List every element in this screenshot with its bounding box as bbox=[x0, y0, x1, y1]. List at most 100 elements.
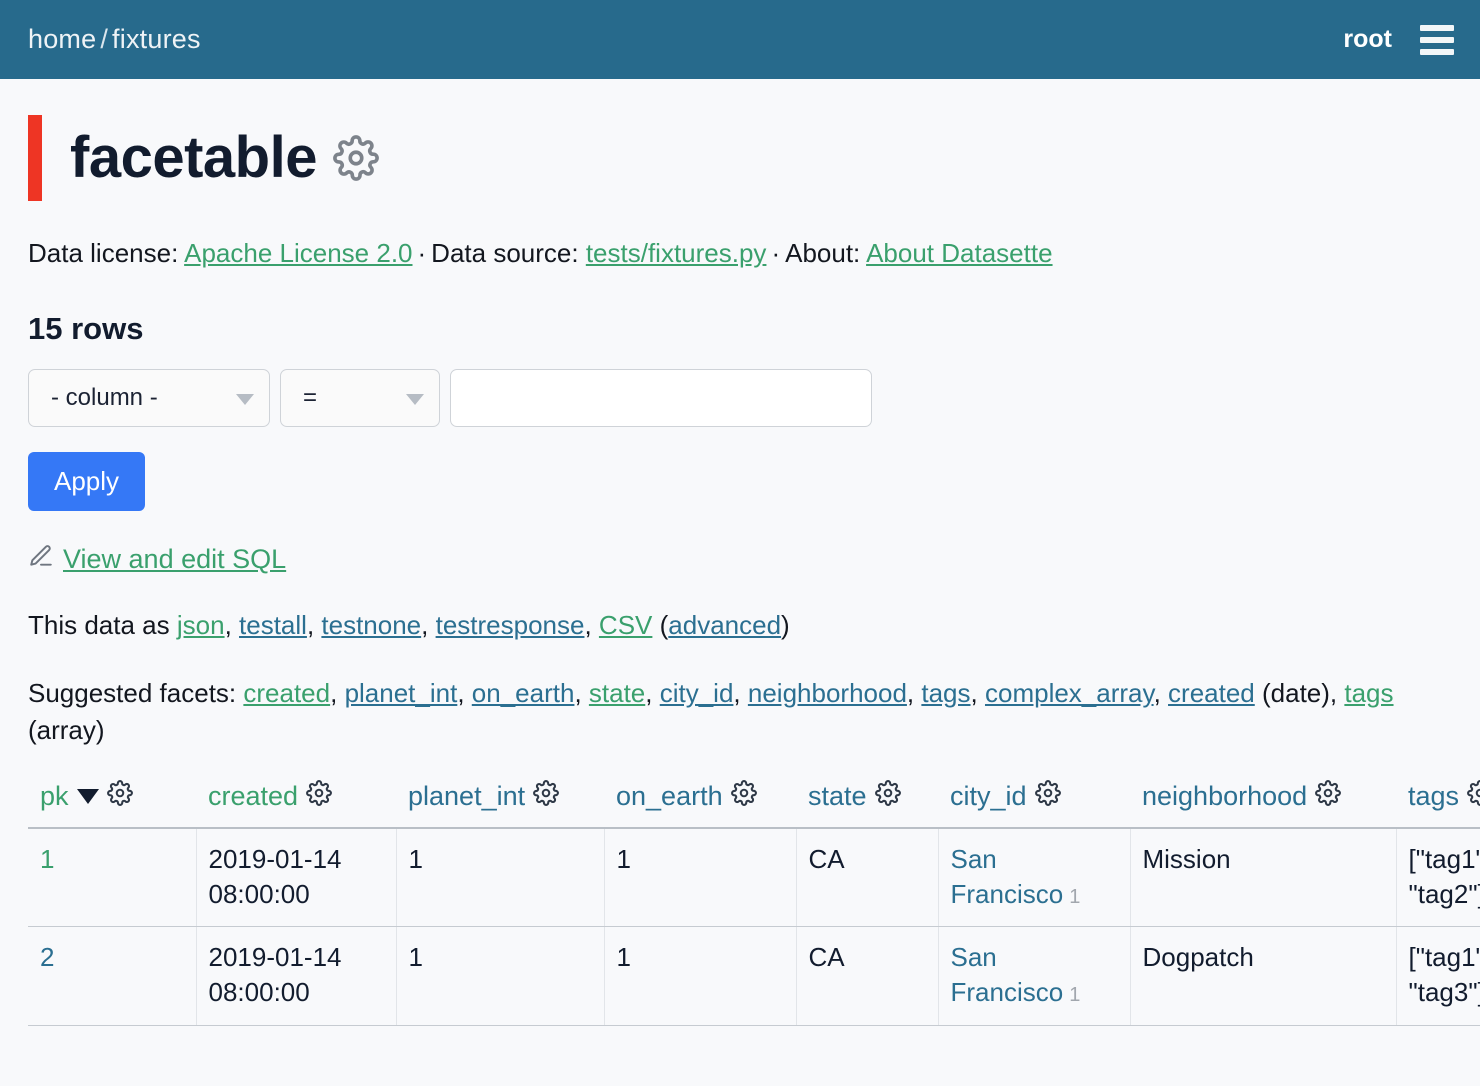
cell-planet-int: 1 bbox=[396, 828, 605, 928]
facet-link-created-date[interactable]: created bbox=[1168, 677, 1255, 708]
export-formats-line: This data as json, testall, testnone, te… bbox=[28, 609, 790, 640]
column-header-tags: tags bbox=[1396, 780, 1480, 830]
table-row: 2 2019-01-14 08:00:00 1 1 CA San Francis… bbox=[28, 926, 1480, 1026]
filter-value-input[interactable] bbox=[450, 368, 872, 427]
column-sort-link-state[interactable]: state bbox=[808, 781, 867, 812]
export-open-paren: ( bbox=[652, 609, 669, 640]
cell-city-id: San Francisco 1 bbox=[938, 926, 1131, 1026]
facet-suffix-date: (date) bbox=[1254, 677, 1330, 708]
export-link-testall[interactable]: testall bbox=[239, 609, 307, 640]
cell-state: CA bbox=[796, 828, 939, 928]
cell-pk: 2 bbox=[28, 926, 197, 1026]
breadcrumb-home-link[interactable]: home bbox=[28, 24, 97, 54]
facet-link-tags[interactable]: tags bbox=[921, 677, 971, 708]
hamburger-icon[interactable] bbox=[1420, 24, 1454, 55]
metadata-separator-1: · bbox=[417, 238, 427, 268]
view-and-edit-sql-link[interactable]: View and edit SQL bbox=[63, 543, 287, 574]
row-count-heading: 15 rows bbox=[28, 310, 144, 346]
cell-on-earth: 1 bbox=[604, 926, 797, 1026]
city-foreign-key-count: 1 bbox=[1069, 886, 1081, 909]
facet-link-state[interactable]: state bbox=[588, 677, 646, 708]
data-license-label: Data license: bbox=[28, 238, 179, 268]
city-foreign-key-count: 1 bbox=[1069, 984, 1081, 1007]
column-options-gear-icon-pk[interactable] bbox=[106, 780, 133, 813]
column-sort-link-neighborhood[interactable]: neighborhood bbox=[1142, 781, 1308, 812]
about-datasette-link[interactable]: About Datasette bbox=[866, 238, 1053, 268]
export-link-advanced[interactable]: advanced bbox=[668, 609, 782, 640]
data-license-link[interactable]: Apache License 2.0 bbox=[184, 238, 413, 268]
facet-link-neighborhood[interactable]: neighborhood bbox=[747, 677, 907, 708]
facet-link-planet-int[interactable]: planet_int bbox=[344, 677, 458, 708]
pencil-icon bbox=[28, 543, 54, 576]
cell-neighborhood: Dogpatch bbox=[1130, 926, 1397, 1026]
column-sort-link-created[interactable]: created bbox=[208, 781, 299, 812]
page-title: facetable bbox=[70, 125, 317, 190]
export-link-csv[interactable]: CSV bbox=[598, 609, 653, 640]
column-header-pk: pk bbox=[28, 780, 196, 830]
column-sort-link-tags[interactable]: tags bbox=[1408, 781, 1460, 812]
table-head: pk created bbox=[28, 780, 1480, 830]
column-options-gear-icon-on-earth[interactable] bbox=[730, 780, 757, 813]
suggested-facets-label: Suggested facets: bbox=[28, 677, 244, 708]
column-options-gear-icon-neighborhood[interactable] bbox=[1315, 780, 1342, 813]
facet-link-city-id[interactable]: city_id bbox=[659, 677, 734, 708]
column-header-city-id: city_id bbox=[938, 780, 1130, 830]
column-options-gear-icon-planet-int[interactable] bbox=[533, 780, 560, 813]
about-label: About: bbox=[785, 238, 861, 268]
column-sort-link-on-earth[interactable]: on_earth bbox=[616, 781, 723, 812]
sort-descending-icon[interactable] bbox=[76, 789, 99, 805]
row-pk-link[interactable]: 2 bbox=[40, 942, 55, 973]
filter-row: - column - = bbox=[28, 368, 1452, 427]
page-content: facetable Data license: Apache License 2… bbox=[0, 115, 1480, 1026]
facet-link-on-earth[interactable]: on_earth bbox=[471, 677, 575, 708]
breadcrumb-database-link[interactable]: fixtures bbox=[112, 24, 201, 54]
data-source-label: Data source: bbox=[431, 238, 579, 268]
metadata-line: Data license: Apache License 2.0 · Data so… bbox=[28, 237, 1452, 271]
facet-suffix-array: (array) bbox=[28, 715, 105, 746]
column-options-gear-icon-tags[interactable] bbox=[1467, 780, 1480, 813]
cell-city-id: San Francisco 1 bbox=[938, 828, 1131, 928]
cell-state: CA bbox=[796, 926, 939, 1026]
page-title-row: facetable bbox=[28, 115, 1452, 201]
header-right-group: root bbox=[1343, 24, 1454, 55]
row-pk-link[interactable]: 1 bbox=[40, 844, 55, 875]
export-link-json[interactable]: json bbox=[176, 609, 225, 640]
current-user-label[interactable]: root bbox=[1343, 25, 1392, 53]
column-sort-link-planet-int[interactable]: planet_int bbox=[408, 781, 526, 812]
operator-select-wrapper: = bbox=[280, 368, 440, 427]
breadcrumb: home / fixtures bbox=[28, 24, 201, 55]
column-sort-link-city-id[interactable]: city_id bbox=[950, 781, 1027, 812]
facet-link-complex-array[interactable]: complex_array bbox=[984, 677, 1154, 708]
data-source-link[interactable]: tests/fixtures.py bbox=[585, 238, 767, 268]
column-options-gear-icon-created[interactable] bbox=[306, 780, 332, 813]
facet-link-created[interactable]: created bbox=[243, 677, 331, 708]
results-table-wrapper: pk created bbox=[28, 780, 1480, 1026]
export-link-testresponse[interactable]: testresponse bbox=[435, 609, 585, 640]
table-settings-gear-icon[interactable] bbox=[333, 135, 379, 181]
filter-operator-select[interactable]: = bbox=[280, 368, 440, 427]
city-link[interactable]: San Francisco bbox=[950, 942, 1064, 1008]
facet-link-tags-array[interactable]: tags bbox=[1344, 677, 1394, 708]
title-accent-bar bbox=[28, 115, 42, 201]
column-header-neighborhood: neighborhood bbox=[1130, 780, 1396, 830]
metadata-separator-2: · bbox=[771, 238, 781, 268]
top-navigation-bar: home / fixtures root bbox=[0, 0, 1480, 79]
cell-tags: ["tag1", "tag2"] bbox=[1396, 828, 1480, 928]
results-table: pk created bbox=[28, 780, 1480, 1026]
cell-on-earth: 1 bbox=[604, 828, 797, 928]
cell-created: 2019-01-14 08:00:00 bbox=[196, 828, 397, 928]
column-sort-link-pk[interactable]: pk bbox=[40, 781, 69, 812]
filter-column-select[interactable]: - column - bbox=[28, 368, 270, 427]
column-options-gear-icon-city-id[interactable] bbox=[1034, 780, 1061, 813]
cell-planet-int: 1 bbox=[396, 926, 605, 1026]
export-link-testnone[interactable]: testnone bbox=[321, 609, 422, 640]
table-body: 1 2019-01-14 08:00:00 1 1 CA San Francis… bbox=[28, 828, 1480, 1026]
column-options-gear-icon-state[interactable] bbox=[874, 780, 901, 813]
table-row: 1 2019-01-14 08:00:00 1 1 CA San Francis… bbox=[28, 828, 1480, 928]
suggested-facets-line: Suggested facets: created, planet_int, o… bbox=[28, 677, 1394, 746]
cell-pk: 1 bbox=[28, 828, 197, 928]
column-header-planet-int: planet_int bbox=[396, 780, 604, 830]
column-header-state: state bbox=[796, 780, 938, 830]
apply-button[interactable]: Apply bbox=[28, 451, 146, 511]
city-link[interactable]: San Francisco bbox=[950, 844, 1064, 910]
